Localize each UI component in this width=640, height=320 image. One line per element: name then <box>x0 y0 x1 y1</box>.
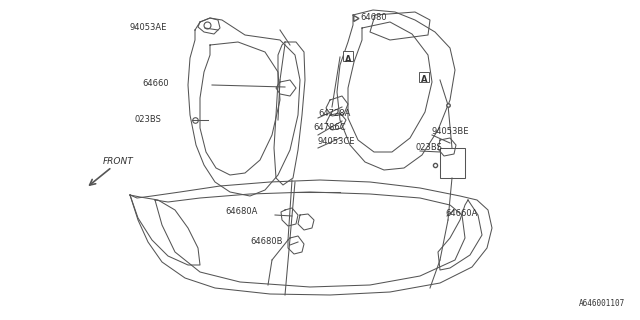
Bar <box>419 72 429 82</box>
Text: 64660: 64660 <box>142 78 169 87</box>
Text: A: A <box>345 54 351 63</box>
Text: 64786C: 64786C <box>313 123 346 132</box>
Text: 64680B: 64680B <box>250 237 282 246</box>
Bar <box>343 51 353 61</box>
Text: A646001107: A646001107 <box>579 299 625 308</box>
Text: 64680A: 64680A <box>225 206 257 215</box>
Bar <box>440 148 465 178</box>
Text: 64680: 64680 <box>360 13 387 22</box>
Text: 023BS: 023BS <box>416 143 443 153</box>
Text: FRONT: FRONT <box>103 157 134 166</box>
Text: 64728A: 64728A <box>318 108 350 117</box>
Text: A: A <box>420 76 428 84</box>
Text: 94053AE: 94053AE <box>130 22 167 31</box>
Text: 64660A: 64660A <box>445 209 477 218</box>
Text: 94053CE: 94053CE <box>318 138 355 147</box>
Text: 94053BE: 94053BE <box>432 126 470 135</box>
Text: 023BS: 023BS <box>134 115 161 124</box>
